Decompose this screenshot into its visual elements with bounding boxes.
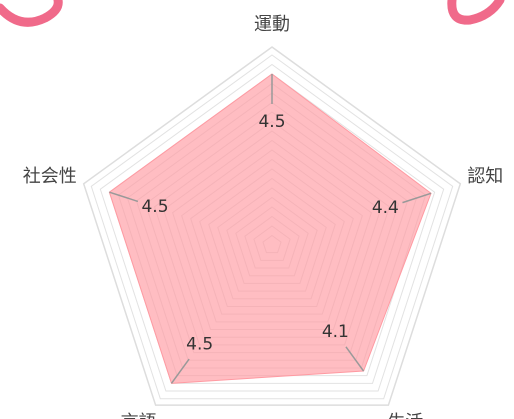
axis-label: 言語	[121, 412, 157, 419]
value-label: 4.5	[258, 112, 285, 132]
value-label: 4.5	[186, 335, 213, 355]
axis-label: 認知	[467, 166, 503, 187]
chart: 4.5 4.4 4.1 4.5 4.5 運動認知生活 言語 社会性	[0, 0, 514, 419]
value-label: 4.5	[141, 197, 168, 217]
decoration	[0, 0, 58, 22]
decoration	[452, 0, 500, 20]
value-label: 4.1	[322, 322, 349, 342]
axis-label: 生活	[387, 412, 423, 419]
value-label: 4.4	[372, 198, 399, 218]
axis-label: 社会性	[23, 166, 77, 187]
axis-label: 運動	[254, 14, 290, 35]
